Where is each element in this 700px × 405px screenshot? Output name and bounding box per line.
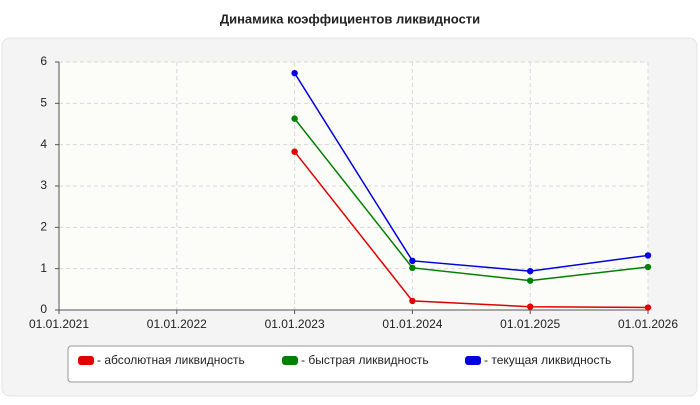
- x-tick-label: 01.01.2021: [29, 317, 89, 331]
- y-tick-label: 1: [40, 261, 47, 275]
- data-point: [527, 277, 534, 284]
- y-tick-label: 5: [40, 96, 47, 110]
- data-point: [527, 267, 534, 275]
- data-point: [409, 297, 416, 305]
- series-line: [294, 151, 649, 309]
- y-tick-label: 6: [40, 54, 47, 68]
- y-tick-label: 3: [40, 178, 47, 192]
- data-point: [644, 304, 652, 311]
- x-tick-label: 01.01.2026: [618, 317, 678, 331]
- x-tick-label: 01.01.2025: [500, 317, 560, 331]
- legend-label: - абсолютная ликвидность: [97, 353, 245, 367]
- x-tick-label: 01.01.2023: [265, 317, 325, 331]
- legend: [67, 345, 634, 383]
- legend-swatch: [78, 356, 94, 365]
- legend-swatch: [282, 356, 298, 365]
- y-tick-label: 4: [40, 137, 47, 151]
- legend-swatch: [465, 356, 481, 365]
- series-line: [294, 118, 649, 282]
- series-line: [293, 72, 649, 272]
- data-point: [291, 69, 298, 77]
- data-point: [291, 115, 298, 122]
- data-point: [644, 263, 652, 271]
- data-point: [644, 252, 652, 259]
- y-tick-label: 2: [40, 220, 47, 234]
- legend-label: - текущая ликвидность: [484, 353, 611, 367]
- y-tick-label: 0: [40, 302, 47, 316]
- data-point: [409, 257, 416, 265]
- chart-title: Динамика коэффициентов ликвидности: [220, 11, 480, 26]
- x-tick-label: 01.01.2022: [147, 317, 207, 331]
- data-point: [527, 303, 534, 310]
- data-point: [409, 264, 416, 272]
- x-tick-label: 01.01.2024: [382, 317, 442, 331]
- data-point: [291, 148, 298, 155]
- legend-label: - быстрая ликвидность: [301, 353, 429, 367]
